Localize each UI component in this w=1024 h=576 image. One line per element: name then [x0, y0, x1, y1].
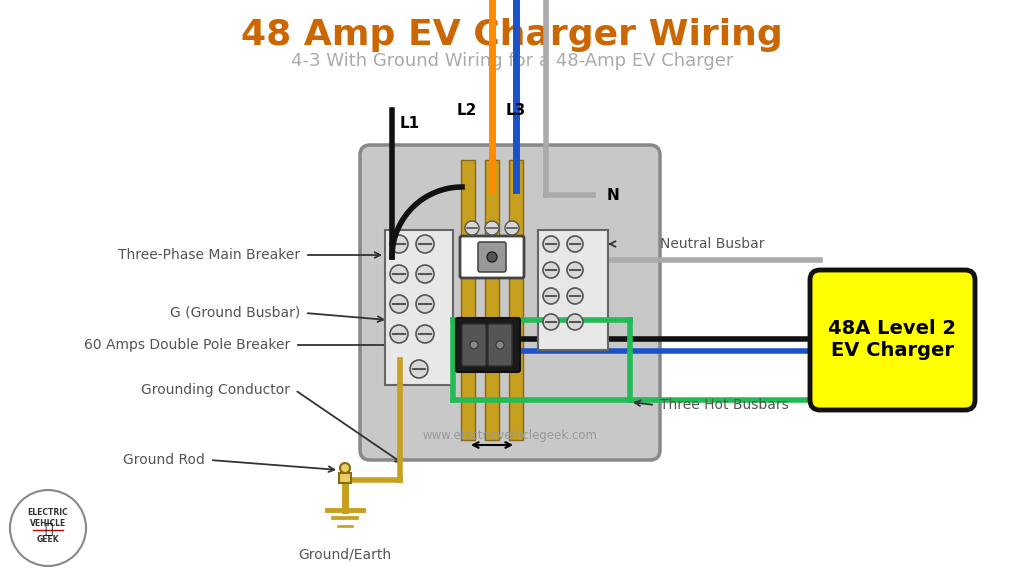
Text: Grounding Conductor: Grounding Conductor [141, 383, 290, 397]
Circle shape [10, 490, 86, 566]
Circle shape [567, 236, 583, 252]
Circle shape [416, 235, 434, 253]
Bar [385, 230, 453, 385]
Text: L2: L2 [457, 103, 477, 118]
Circle shape [543, 288, 559, 304]
Circle shape [465, 221, 479, 235]
Circle shape [390, 325, 408, 343]
Text: 48 Amp EV Charger Wiring: 48 Amp EV Charger Wiring [241, 18, 783, 52]
Text: 🚗: 🚗 [44, 522, 52, 536]
Circle shape [470, 341, 478, 349]
Circle shape [416, 295, 434, 313]
Text: G (Ground Busbar): G (Ground Busbar) [170, 306, 300, 320]
Circle shape [496, 341, 504, 349]
Circle shape [505, 221, 519, 235]
Text: 60 Amps Double Pole Breaker: 60 Amps Double Pole Breaker [84, 338, 290, 352]
FancyBboxPatch shape [460, 236, 524, 278]
FancyBboxPatch shape [456, 318, 520, 372]
Text: L1: L1 [400, 116, 420, 131]
Circle shape [390, 265, 408, 283]
Text: 4-3 With Ground Wiring for a 48-Amp EV Charger: 4-3 With Ground Wiring for a 48-Amp EV C… [291, 52, 733, 70]
Circle shape [410, 360, 428, 378]
Bar [509, 160, 523, 440]
Text: GEEK: GEEK [37, 536, 59, 544]
Circle shape [416, 265, 434, 283]
Text: Three Hot Busbars: Three Hot Busbars [660, 398, 788, 412]
FancyBboxPatch shape [462, 324, 486, 366]
Circle shape [543, 262, 559, 278]
Circle shape [567, 288, 583, 304]
Circle shape [416, 325, 434, 343]
Circle shape [567, 314, 583, 330]
Circle shape [390, 295, 408, 313]
Circle shape [543, 314, 559, 330]
Circle shape [390, 235, 408, 253]
Circle shape [567, 262, 583, 278]
Text: www.electricvehiclegeek.com: www.electricvehiclegeek.com [423, 429, 597, 441]
Text: Ground/Earth: Ground/Earth [298, 548, 391, 562]
FancyBboxPatch shape [810, 270, 975, 410]
FancyBboxPatch shape [478, 242, 506, 272]
Text: Ground Rod: Ground Rod [123, 453, 205, 467]
Circle shape [487, 252, 497, 262]
Text: Neutral Busbar: Neutral Busbar [660, 237, 765, 251]
Text: L3: L3 [506, 103, 526, 118]
Text: N: N [607, 188, 620, 203]
Text: 48A Level 2
EV Charger: 48A Level 2 EV Charger [828, 320, 956, 361]
Bar [485, 160, 499, 440]
Bar [339, 473, 351, 483]
Circle shape [543, 236, 559, 252]
Text: ELECTRIC
VEHICLE: ELECTRIC VEHICLE [28, 508, 69, 528]
Bar [461, 160, 475, 440]
Bar [538, 230, 608, 350]
Circle shape [340, 463, 350, 473]
FancyBboxPatch shape [360, 145, 660, 460]
Text: Three-Phase Main Breaker: Three-Phase Main Breaker [118, 248, 300, 262]
FancyBboxPatch shape [488, 324, 512, 366]
Circle shape [485, 221, 499, 235]
